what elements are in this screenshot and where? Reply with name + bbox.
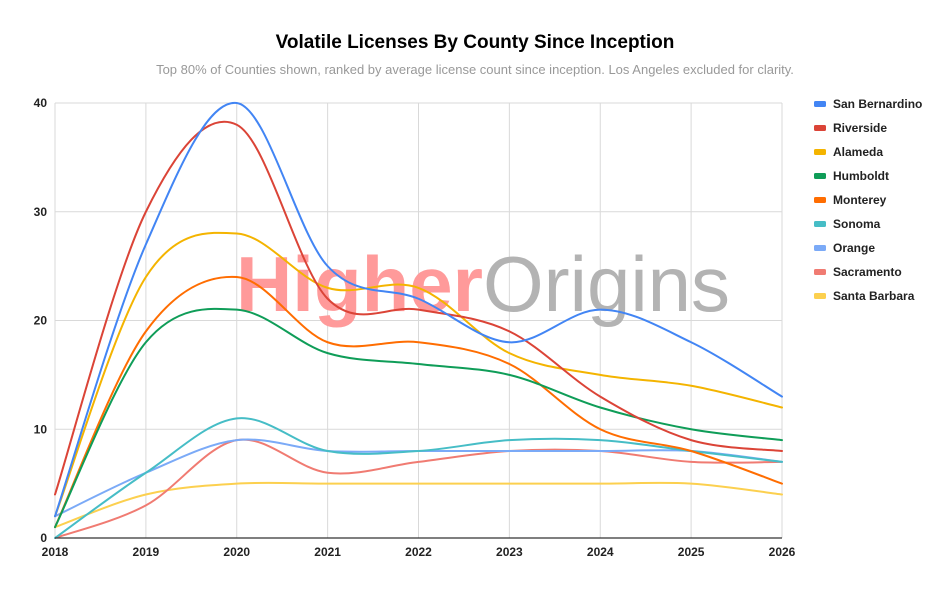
x-tick-label: 2020 [223, 545, 250, 559]
chart-title: Volatile Licenses By County Since Incept… [276, 32, 675, 53]
y-tick-label: 10 [34, 422, 48, 436]
x-tick-label: 2026 [769, 545, 796, 559]
legend-swatch-santa-barbara [814, 293, 826, 299]
y-tick-label: 20 [34, 314, 48, 328]
series-lines [54, 101, 783, 539]
legend-swatch-orange [814, 245, 826, 251]
legend-label-santa-barbara[interactable]: Santa Barbara [833, 289, 915, 303]
legend-swatch-san-bernardino [814, 101, 826, 107]
x-tick-label: 2021 [314, 545, 341, 559]
legend-label-sonoma[interactable]: Sonoma [833, 217, 881, 231]
series-line-sonoma[interactable] [54, 417, 783, 539]
x-tick-label: 2024 [587, 545, 614, 559]
legend-swatch-sonoma [814, 221, 826, 227]
x-tick-label: 2018 [42, 545, 69, 559]
legend-swatch-alameda [814, 149, 826, 155]
x-tick-label: 2022 [405, 545, 432, 559]
legend-label-alameda[interactable]: Alameda [833, 145, 883, 159]
gridlines [54, 102, 783, 539]
legend-label-orange[interactable]: Orange [833, 241, 875, 255]
x-tick-label: 2019 [133, 545, 160, 559]
y-tick-label: 30 [34, 205, 48, 219]
series-line-monterey[interactable] [54, 275, 783, 529]
legend: San Bernardino Riverside Alameda Humboldt Mo… [814, 97, 922, 303]
series-line-humboldt[interactable] [54, 307, 783, 529]
legend-label-san-bernardino[interactable]: San Bernardino [833, 97, 922, 111]
series-line-alameda[interactable] [54, 231, 783, 518]
series-line-san-bernardino[interactable] [54, 101, 783, 518]
series-line-riverside[interactable] [54, 120, 783, 496]
series-line-sacramento[interactable] [54, 438, 783, 539]
legend-swatch-sacramento [814, 269, 826, 275]
chart-subtitle: Top 80% of Counties shown, ranked by ave… [156, 62, 794, 77]
x-tick-label: 2025 [678, 545, 705, 559]
legend-label-riverside[interactable]: Riverside [833, 121, 887, 135]
x-tick-label: 2023 [496, 545, 523, 559]
watermark: HigherOrigins [236, 240, 730, 328]
legend-swatch-humboldt [814, 173, 826, 179]
legend-swatch-monterey [814, 197, 826, 203]
svg-text:HigherOrigins: HigherOrigins [236, 240, 730, 328]
legend-swatch-riverside [814, 125, 826, 131]
legend-label-monterey[interactable]: Monterey [833, 193, 887, 207]
legend-label-humboldt[interactable]: Humboldt [833, 169, 889, 183]
y-tick-label: 0 [40, 531, 47, 545]
watermark-part-2: Origins [483, 240, 730, 328]
axes: 0 10 20 30 40 2018 2019 2020 2021 2022 2023 2024 202… [34, 96, 796, 559]
series-line-santa-barbara[interactable] [54, 481, 783, 529]
y-tick-label: 40 [34, 96, 48, 110]
legend-label-sacramento[interactable]: Sacramento [833, 265, 902, 279]
